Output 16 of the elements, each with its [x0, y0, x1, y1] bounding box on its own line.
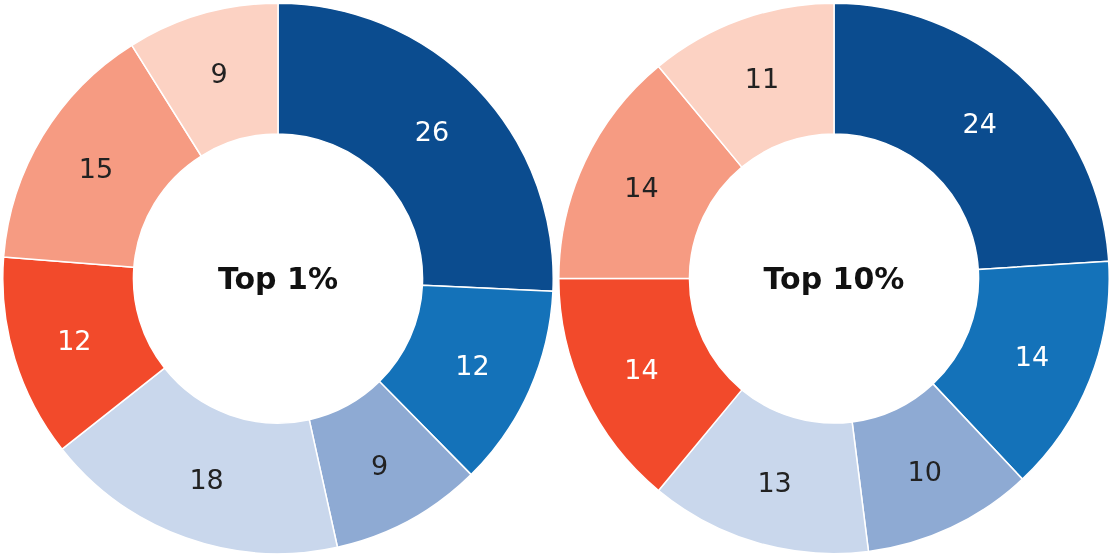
- data-label: 9: [210, 58, 228, 90]
- text: Top 1%: [218, 261, 338, 296]
- data-label: 15: [78, 152, 114, 184]
- data-label: 9: [371, 450, 389, 482]
- data-label: 14: [624, 353, 659, 385]
- data-label: 26: [414, 116, 450, 148]
- text: Top 10%: [763, 261, 905, 296]
- data-label: 12: [455, 349, 490, 381]
- data-label: 24: [962, 107, 997, 139]
- data-label: 12: [57, 325, 92, 356]
- data-label: 11: [744, 62, 780, 94]
- data-label: 18: [189, 463, 224, 495]
- data-label: 14: [1014, 341, 1050, 373]
- data-label: 13: [757, 467, 792, 499]
- data-label: 10: [907, 455, 942, 487]
- data-label: 14: [624, 172, 659, 204]
